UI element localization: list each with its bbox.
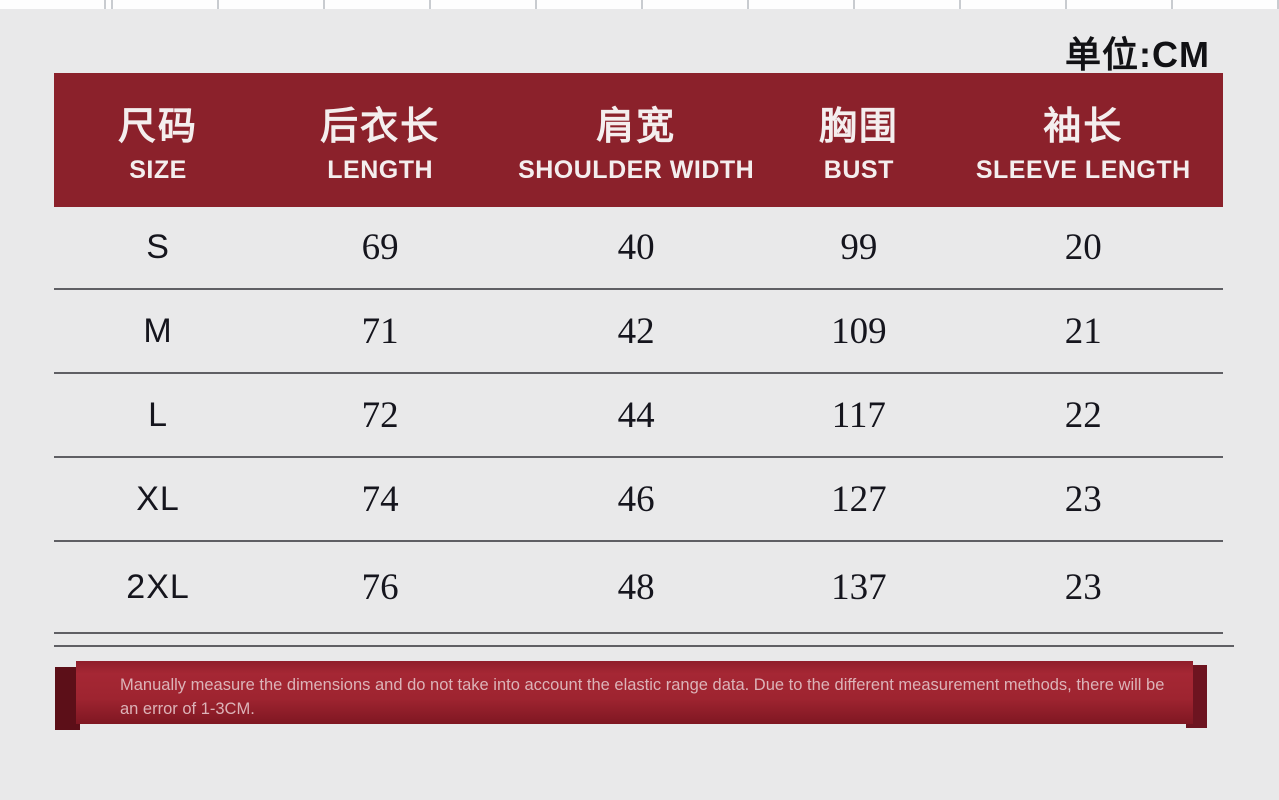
cell-bust: 99 xyxy=(840,227,878,268)
cell-sleeve: 23 xyxy=(1064,478,1102,520)
cell-shoulder: 40 xyxy=(617,227,655,268)
note-line-2: an error of 1-3CM. xyxy=(120,700,255,718)
header-size-en: SIZE xyxy=(129,156,187,184)
header-shoulder-zh: 肩宽 xyxy=(596,106,677,148)
cell-bust: 137 xyxy=(831,566,887,608)
page-top-border xyxy=(0,0,1279,9)
header-length-en: LENGTH xyxy=(327,156,434,184)
cell-size: S xyxy=(146,228,170,266)
cell-length: 69 xyxy=(361,227,399,268)
table-bottom-line-upper xyxy=(54,632,1223,634)
note-ribbon: Manually measure the dimensions and do n… xyxy=(76,661,1193,724)
table-row-2xl: 2XL 76 48 137 23 xyxy=(54,542,1223,632)
header-length-zh: 后衣长 xyxy=(320,106,441,148)
note-line-1: Manually measure the dimensions and do n… xyxy=(120,676,1165,694)
cell-shoulder: 44 xyxy=(617,394,655,436)
header-cell-length: 后衣长 LENGTH xyxy=(262,73,498,207)
header-sleeve-zh: 袖长 xyxy=(1043,106,1124,148)
header-sleeve-en: SLEEVE LENGTH xyxy=(975,156,1191,184)
table-header-row: 尺码 SIZE 后衣长 LENGTH 肩宽 SHOULDER WIDTH 胸围 … xyxy=(54,73,1223,207)
cell-sleeve: 20 xyxy=(1064,227,1102,268)
cell-bust: 117 xyxy=(831,394,886,436)
cell-size: 2XL xyxy=(126,567,190,606)
cell-length: 76 xyxy=(361,566,399,608)
header-cell-size: 尺码 SIZE xyxy=(54,73,262,207)
header-cell-shoulder-width: 肩宽 SHOULDER WIDTH xyxy=(498,73,774,207)
header-cell-bust: 胸围 BUST xyxy=(774,73,944,207)
cell-shoulder: 48 xyxy=(617,566,655,608)
table-bottom-line-lower xyxy=(54,645,1234,647)
cell-sleeve: 23 xyxy=(1064,566,1102,608)
table-row-m: M 71 42 109 21 xyxy=(54,290,1223,374)
cell-size: XL xyxy=(136,479,180,518)
cell-shoulder: 42 xyxy=(617,310,655,352)
cell-sleeve: 22 xyxy=(1064,394,1102,436)
note-ribbon-left-fold xyxy=(55,667,80,730)
cell-length: 74 xyxy=(361,478,399,520)
cell-size: M xyxy=(143,311,173,350)
cell-bust: 109 xyxy=(831,310,887,352)
unit-label: 单位:CM xyxy=(1065,34,1210,75)
table-row-l: L 72 44 117 22 xyxy=(54,374,1223,458)
header-bust-en: BUST xyxy=(823,156,894,184)
cell-size: L xyxy=(148,395,168,434)
cell-bust: 127 xyxy=(831,478,887,520)
table-body: S 69 40 99 20 M 71 42 109 21 L 72 44 117… xyxy=(54,207,1223,632)
cell-length: 71 xyxy=(361,310,399,352)
table-row-s: S 69 40 99 20 xyxy=(54,207,1223,290)
header-size-zh: 尺码 xyxy=(118,106,199,148)
cell-length: 72 xyxy=(361,394,399,436)
header-cell-sleeve-length: 袖长 SLEEVE LENGTH xyxy=(944,73,1223,207)
cell-shoulder: 46 xyxy=(617,478,655,520)
header-bust-zh: 胸围 xyxy=(818,106,899,148)
table-row-xl: XL 74 46 127 23 xyxy=(54,458,1223,542)
cell-sleeve: 21 xyxy=(1064,310,1102,352)
header-shoulder-en: SHOULDER WIDTH xyxy=(518,156,755,184)
